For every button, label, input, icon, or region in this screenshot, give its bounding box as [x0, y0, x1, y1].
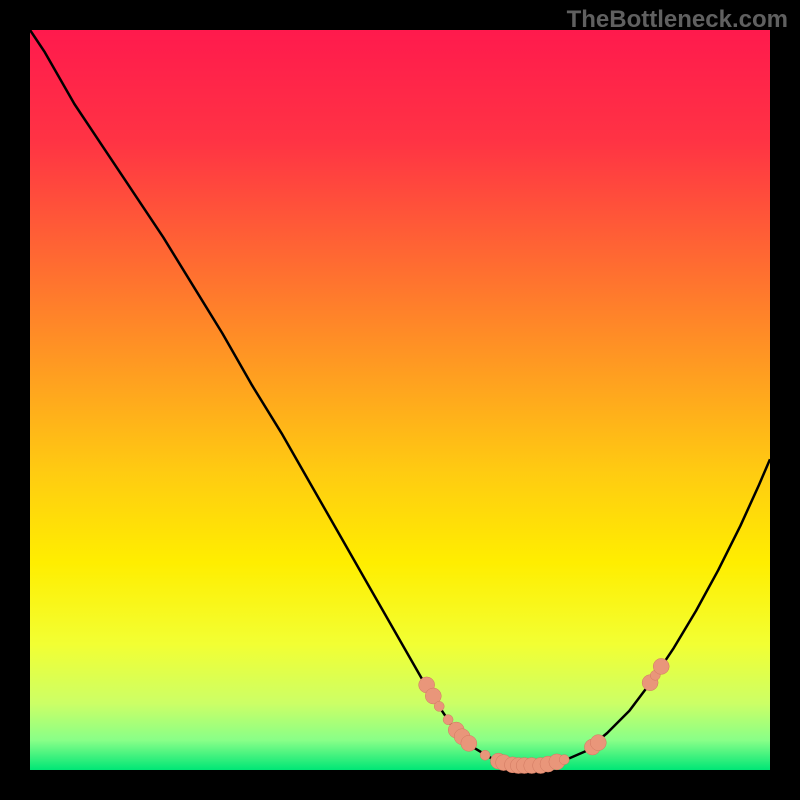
gradient-background — [30, 30, 770, 770]
plot-area — [30, 30, 770, 770]
chart-wrapper: TheBottleneck.com — [0, 0, 800, 800]
